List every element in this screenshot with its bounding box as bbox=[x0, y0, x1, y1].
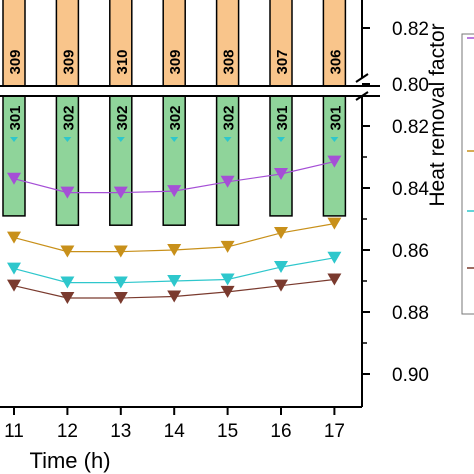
lower-bar-label-16: 301 bbox=[274, 105, 291, 130]
series-0-point-17 bbox=[327, 155, 342, 168]
lower-bar-marker-16 bbox=[277, 137, 285, 142]
lower-y-tick-label-3: 0.88 bbox=[392, 303, 429, 324]
series-3-point-14 bbox=[167, 290, 182, 303]
x-axis-title: Time (h) bbox=[29, 448, 110, 473]
tick-labels: 0.82 0.80 0.82 0.84 0.86 0.88 0.90 11 12 13 14 15 16… bbox=[4, 19, 429, 442]
series-2-point-17 bbox=[327, 251, 342, 264]
lower-y-tick-label-4: 0.90 bbox=[392, 365, 429, 386]
lower-bar-label-14: 302 bbox=[167, 105, 184, 130]
series-1-point-16 bbox=[274, 226, 288, 239]
lower-y-tick-label-1: 0.84 bbox=[392, 179, 429, 200]
series-2-point-11 bbox=[7, 262, 21, 275]
lower-bar-marker-12 bbox=[63, 137, 72, 142]
lower-bar-label-13: 302 bbox=[114, 105, 131, 130]
axis-break-mark-bottom bbox=[355, 91, 369, 101]
upper-panel-bars: 309 309 310 309 308 307 306 bbox=[2, 0, 347, 87]
series-0-point-15 bbox=[220, 175, 235, 188]
series-1-point-12 bbox=[60, 245, 75, 258]
series-3-point-17 bbox=[327, 273, 342, 286]
lower-panel-bars: 301 302 302 302 302 301 301 bbox=[2, 95, 347, 226]
series-2-point-13 bbox=[113, 276, 128, 289]
series-0-point-16 bbox=[274, 168, 288, 181]
series-0-point-12 bbox=[60, 186, 75, 199]
series-3-point-13 bbox=[113, 292, 128, 305]
legend-box bbox=[461, 33, 474, 315]
upper-bar-label-17: 306 bbox=[327, 49, 344, 74]
x-tick-label-13: 13 bbox=[110, 421, 131, 442]
series-1-point-13 bbox=[113, 245, 128, 258]
upper-bar-label-14: 309 bbox=[167, 49, 184, 74]
series-3-point-12 bbox=[60, 292, 75, 305]
y-axis-title: Heat removal factor bbox=[426, 23, 449, 206]
series-3-point-15 bbox=[220, 285, 235, 298]
series-1-point-11 bbox=[7, 231, 21, 244]
lower-bar-marker-14 bbox=[170, 137, 179, 142]
lower-bar-label-12: 302 bbox=[60, 105, 77, 130]
upper-bar-label-12: 309 bbox=[60, 49, 77, 74]
lower-bar-label-17: 301 bbox=[327, 105, 344, 130]
upper-bar-label-16: 307 bbox=[274, 49, 291, 74]
lower-y-tick-label-2: 0.86 bbox=[392, 241, 429, 262]
x-tick-label-15: 15 bbox=[217, 421, 238, 442]
series-1-point-15 bbox=[220, 240, 235, 253]
series-2-point-14 bbox=[167, 275, 182, 287]
x-tick-label-17: 17 bbox=[324, 421, 345, 442]
upper-y-tick-label-1: 0.80 bbox=[392, 75, 429, 96]
lower-bar-marker-13 bbox=[116, 137, 125, 142]
series-0-point-13 bbox=[113, 186, 128, 199]
series-0-point-14 bbox=[167, 185, 182, 198]
lower-bar-label-11: 301 bbox=[7, 105, 24, 130]
series-3-point-11 bbox=[7, 279, 21, 292]
lower-bar-marker-15 bbox=[223, 137, 232, 142]
x-tick-label-14: 14 bbox=[164, 421, 186, 442]
x-tick-label-16: 16 bbox=[270, 421, 291, 442]
upper-y-tick-label-0: 0.82 bbox=[392, 19, 429, 40]
upper-bar-label-13: 310 bbox=[114, 49, 131, 74]
upper-bar-label-11: 309 bbox=[7, 49, 24, 74]
lower-bar-marker-11 bbox=[10, 137, 18, 142]
series-0-point-11 bbox=[7, 172, 21, 185]
series-1-point-14 bbox=[167, 244, 182, 256]
lower-bar-label-15: 302 bbox=[221, 105, 238, 130]
x-tick-label-12: 12 bbox=[57, 421, 78, 442]
series-2-point-16 bbox=[274, 261, 288, 274]
series-3-point-16 bbox=[274, 279, 288, 292]
upper-bar-label-15: 308 bbox=[221, 49, 238, 74]
series-lines bbox=[7, 155, 342, 305]
series-2-point-15 bbox=[220, 273, 235, 286]
axes bbox=[0, 0, 380, 408]
series-2-point-12 bbox=[60, 276, 75, 289]
x-tick-label-11: 11 bbox=[4, 421, 24, 442]
legend-frame bbox=[461, 33, 474, 315]
axis-break-mark-top bbox=[355, 73, 369, 83]
lower-bar-marker-17 bbox=[330, 137, 339, 142]
series-1-point-17 bbox=[327, 217, 342, 230]
lower-y-tick-label-0: 0.82 bbox=[392, 117, 429, 138]
